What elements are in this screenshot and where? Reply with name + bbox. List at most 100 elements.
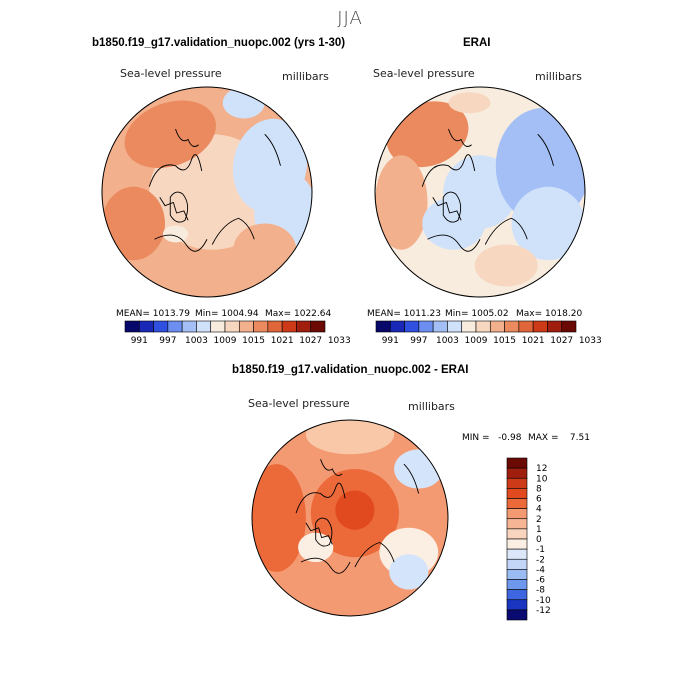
diff-colorbar-tick-label-5: 2 (536, 515, 542, 525)
diff-colorbar-swatch-13 (506, 589, 528, 601)
obs-map (374, 86, 586, 298)
diff-map-pressure-contour-7 (298, 532, 334, 563)
diff-map-coastline-0 (295, 482, 346, 514)
diff-map-coastline-5 (305, 522, 333, 545)
obs-colorbar-swatch-13 (561, 320, 577, 333)
model-map-coastline-5 (159, 197, 189, 221)
diff-map-pressure-contour-1 (335, 490, 375, 530)
model-map-globe-outline (101, 86, 313, 298)
obs-map-pressure-contour-5 (422, 197, 486, 250)
diff-colorbar-swatch-11 (506, 569, 528, 580)
model-min-stat: Min= 1004.94 (195, 309, 259, 319)
obs-colorbar-swatch-0 (375, 320, 391, 333)
diff-units-label: millibars (408, 400, 455, 413)
obs-map-pressure-contour-7 (448, 92, 491, 114)
model-colorbar-tick-label-2: 1003 (185, 336, 208, 346)
model-colorbar-swatch-12 (296, 320, 312, 333)
model-colorbar-swatch-11 (281, 320, 297, 333)
diff-colorbar-swatch-14 (506, 599, 528, 611)
model-colorbar-tick-label-6: 1027 (299, 336, 322, 346)
model-colorbar-tick-label-3: 1009 (214, 336, 237, 346)
model-map-coastline-4 (175, 128, 199, 147)
obs-map-coastline-5 (432, 197, 462, 221)
obs-colorbar-swatch-10 (518, 320, 534, 333)
obs-colorbar: 991 997 1003 1009 1015 1021 1027 1033 (375, 320, 602, 346)
obs-colorbar-tick-label-2: 1003 (436, 336, 459, 346)
obs-colorbar-tick-label-3: 1009 (465, 336, 488, 346)
model-map-pressure-contour-5 (102, 186, 165, 261)
diff-map-coastline-2 (354, 542, 395, 568)
obs-colorbar-swatch-11 (532, 320, 548, 333)
model-map-coastline-2 (211, 217, 255, 245)
diff-colorbar-swatch-9 (506, 548, 528, 560)
diff-map-coastline-3 (403, 463, 420, 494)
diff-colorbar-tick-label-0: 12 (536, 464, 547, 474)
obs-map-pressure-contour-4 (511, 186, 585, 261)
diff-map-coastline-4 (320, 459, 343, 476)
diff-colorbar-swatch-0 (506, 457, 528, 469)
diff-colorbar-tick-label-12: -8 (536, 586, 545, 596)
model-max-stat: Max= 1022.64 (265, 309, 332, 319)
obs-map-coastline-2 (484, 217, 528, 245)
obs-max-stat: Max= 1018.20 (516, 309, 583, 319)
model-colorbar-swatch-0 (124, 320, 140, 333)
diff-map-pressure-contour-2 (305, 420, 395, 455)
model-colorbar-swatch-7 (224, 320, 240, 333)
model-map-pressure-contour-4 (233, 223, 297, 276)
obs-mean-stat: MEAN= 1011.23 (367, 309, 441, 319)
model-map-coastline-1 (154, 234, 208, 252)
diff-colorbar-tick-label-1: 10 (536, 474, 548, 484)
diff-colorbar-tick-label-14: -12 (536, 606, 551, 616)
obs-colorbar-swatch-9 (504, 320, 520, 333)
diff-colorbar-swatch-7 (506, 528, 528, 540)
model-map-coastline-0 (148, 154, 203, 187)
diff-max-stat: MAX = 7.51 (528, 433, 590, 443)
obs-min-stat: Min= 1005.02 (445, 309, 509, 319)
diff-map-pressure-contour-6 (252, 464, 306, 572)
diff-colorbar-swatch-8 (506, 538, 528, 550)
model-variable-label: Sea-level pressure (120, 67, 222, 80)
obs-colorbar-tick-label-0: 991 (382, 336, 399, 346)
obs-map-coastline-1 (427, 234, 481, 252)
obs-colorbar-swatch-4 (432, 320, 448, 333)
model-colorbar-tick-label-4: 1015 (242, 336, 265, 346)
model-colorbar: 991 997 1003 1009 1015 1021 1027 1033 (124, 320, 351, 346)
obs-map-coastline-3 (537, 133, 554, 166)
diff-panel-title: b1850.f19_g17.validation_nuopc.002 - ERA… (232, 364, 469, 376)
obs-colorbar-tick-label-7: 1033 (579, 336, 602, 346)
model-map-pressure-contour-7 (222, 87, 265, 119)
diff-colorbar-swatch-15 (506, 609, 528, 621)
model-map (101, 86, 313, 298)
model-units-label: millibars (282, 70, 329, 83)
obs-panel-title: ERAI (463, 37, 491, 49)
obs-map-pressure-contour-1 (375, 155, 428, 250)
diff-map-greenland-outline (315, 517, 333, 547)
diff-colorbar-swatch-3 (506, 488, 528, 499)
diff-colorbar-tick-label-13: -10 (536, 596, 551, 606)
obs-colorbar-swatch-12 (547, 320, 563, 333)
diff-min-stat: MIN = -0.98 (462, 433, 522, 443)
model-colorbar-tick-label-5: 1021 (271, 336, 294, 346)
obs-map-coastline-4 (448, 128, 472, 147)
model-colorbar-swatch-3 (167, 320, 183, 333)
model-colorbar-swatch-1 (138, 320, 154, 333)
diff-map (251, 419, 449, 617)
diff-colorbar-tick-label-3: 6 (536, 495, 542, 505)
obs-colorbar-swatch-7 (475, 320, 491, 333)
obs-colorbar-swatch-1 (389, 320, 405, 333)
diff-colorbar-swatch-6 (506, 518, 528, 530)
obs-map-pressure-contour-0 (386, 101, 469, 168)
model-panel-title: b1850.f19_g17.validation_nuopc.002 (yrs … (92, 37, 346, 49)
obs-colorbar-swatch-6 (461, 320, 477, 333)
diff-map-pressure-contour-3 (394, 449, 444, 489)
model-colorbar-swatch-5 (196, 320, 212, 333)
diff-map-pressure-contour-5 (389, 554, 429, 590)
model-colorbar-swatch-13 (310, 320, 326, 333)
diff-colorbar-tick-label-2: 8 (536, 484, 542, 494)
obs-colorbar-swatch-8 (489, 320, 505, 333)
obs-units-label: millibars (535, 70, 582, 83)
obs-map-greenland-outline (442, 191, 462, 223)
diff-colorbar-swatch-4 (506, 498, 528, 509)
